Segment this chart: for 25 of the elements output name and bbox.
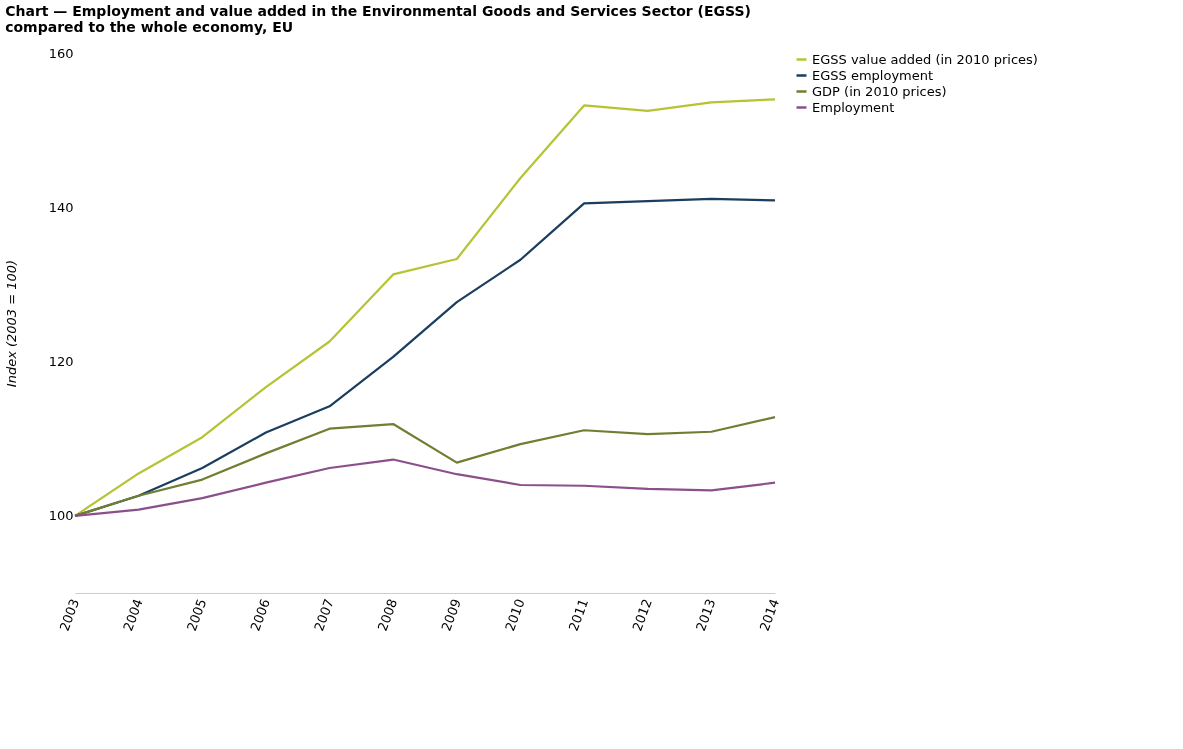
legend-label: GDP (in 2010 prices) [812, 83, 947, 99]
line-series [73, 458, 777, 517]
x-tick-label: 2006 [247, 596, 273, 633]
y-axis-title: Index (2003 = 100) [3, 259, 19, 388]
y-tick-label: 120 [48, 354, 74, 370]
x-tick-label: 2007 [311, 596, 337, 633]
line-series [73, 416, 777, 517]
legend-label: EGSS employment [812, 67, 934, 83]
y-tick-label: 160 [48, 45, 74, 61]
x-tick-label: 2012 [629, 596, 655, 633]
legend-label: Employment [812, 99, 895, 115]
x-tick-label: 2013 [693, 596, 719, 633]
legend-label: EGSS value added (in 2010 prices) [812, 51, 1038, 67]
x-tick-label: 2008 [374, 596, 401, 633]
x-tick-label: 2003 [56, 596, 83, 633]
line-series [73, 98, 777, 517]
y-tick-label: 140 [48, 199, 74, 215]
y-tick-label: 100 [48, 508, 74, 524]
x-tick-label: 2005 [183, 596, 210, 633]
chart-title: Chart — Employment and value added in the Environmental Goods and Services Sector (EGSS) compared to the whole economy, EU [5, 3, 751, 35]
x-tick-label: 2011 [565, 596, 592, 633]
x-tick-label: 2014 [756, 596, 783, 633]
x-tick-label: 2009 [438, 596, 464, 633]
x-tick-label: 2010 [502, 596, 528, 633]
x-tick-label: 2004 [120, 596, 146, 633]
